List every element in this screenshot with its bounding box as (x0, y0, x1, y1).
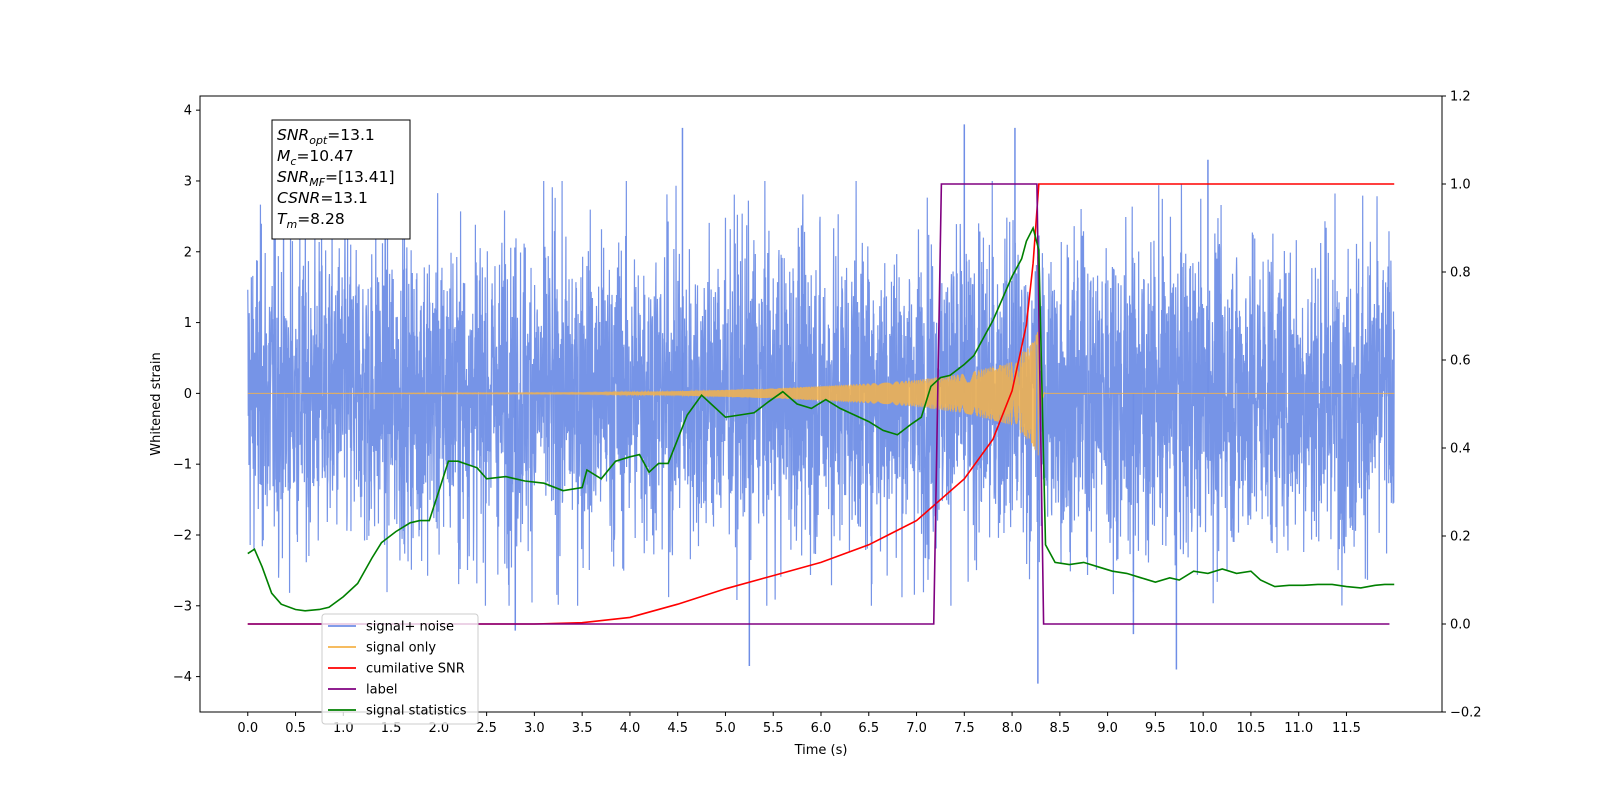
info-line: SNRMF=[13.41] (277, 168, 395, 189)
x-tick-label: 7.5 (954, 721, 975, 736)
y-tick-label: −4 (173, 670, 192, 685)
info-variable: T (277, 210, 288, 228)
x-tick-label: 10.5 (1236, 721, 1265, 736)
x-tick-label: 9.5 (1145, 721, 1166, 736)
y-tick-label: 1 (184, 316, 192, 331)
legend-entry: signal only (366, 641, 436, 656)
info-line: SNRopt=13.1 (277, 126, 375, 147)
info-value: =[13.41] (325, 168, 394, 186)
info-value: =8.28 (297, 210, 345, 228)
x-axis: 0.0 0.5 1.0 1.5 2.0 2.5 3.0 3.5 4.0 4.5 5.0 5.5 6.0 6… (237, 712, 1361, 736)
x-tick-label: 3.5 (572, 721, 593, 736)
legend-frame (321, 613, 479, 725)
legend-entry: cumilative SNR (366, 662, 465, 677)
y-axis-right: −0.2 0.0 0.2 0.4 0.6 0.8 1.0 1.2 (1442, 90, 1482, 721)
y2-tick-label: −0.2 (1450, 706, 1482, 721)
y-tick-label: 2 (184, 245, 192, 260)
info-value: =13.1 (320, 189, 368, 207)
info-subscript: MF (309, 176, 325, 189)
x-tick-label: 8.5 (1050, 721, 1071, 736)
info-subscript: opt (309, 134, 328, 147)
info-line: Mc=10.47 (277, 147, 354, 168)
info-subscript: c (290, 155, 296, 168)
legend-entry: signal+ noise (366, 620, 454, 635)
info-line: CSNR=13.1 (277, 189, 368, 207)
x-tick-label: 0.0 (237, 721, 258, 736)
series-signal-noise-line (247, 180, 1395, 606)
x-tick-label: 6.0 (811, 721, 832, 736)
x-tick-label: 6.5 (858, 721, 879, 736)
x-axis-label: Time (s) (794, 743, 848, 758)
y-tick-label: −2 (173, 528, 192, 543)
series-cumulative-snr-line (247, 183, 1395, 625)
y2-tick-label: 0.2 (1450, 530, 1471, 545)
info-value: =13.1 (327, 126, 375, 144)
info-box: SNRopt=13.1Mc=10.47SNRMF=[13.41]CSNR=13.… (271, 119, 411, 240)
legend-entry: label (366, 683, 397, 698)
x-tick-label: 5.5 (763, 721, 784, 736)
x-tick-label: 11.0 (1284, 721, 1313, 736)
y2-tick-label: 0.8 (1450, 266, 1471, 281)
x-tick-label: 1.0 (333, 721, 354, 736)
y2-tick-label: 0.6 (1450, 354, 1471, 369)
info-variable: CSNR (277, 189, 320, 207)
info-box-frame (271, 119, 411, 240)
series-signal-statistics-line (247, 225, 1395, 612)
y2-tick-label: 0.0 (1450, 618, 1471, 633)
legend: signal+ noise signal only cumilative SNR la… (321, 613, 479, 725)
x-tick-label: 8.0 (1002, 721, 1023, 736)
legend-entry: signal statistics (366, 704, 467, 719)
info-line: Tm=8.28 (277, 210, 345, 231)
series-signal-only-line (247, 329, 1395, 456)
y-axis-left: −4 −3 −2 −1 0 1 2 3 4 (173, 104, 200, 685)
y-axis-label: Whitened strain (149, 352, 164, 455)
info-variable: SNR (277, 126, 309, 144)
series-label-line (247, 183, 1390, 625)
y-tick-label: 4 (184, 104, 192, 119)
x-tick-label: 11.5 (1332, 721, 1361, 736)
x-tick-label: 10.0 (1189, 721, 1218, 736)
y-tick-label: 3 (184, 174, 192, 189)
x-tick-label: 2.5 (476, 721, 497, 736)
y2-tick-label: 0.4 (1450, 442, 1471, 457)
info-value: =10.47 (296, 147, 353, 165)
info-variable: M (277, 147, 290, 165)
x-tick-label: 7.0 (906, 721, 927, 736)
y-tick-label: −3 (173, 599, 192, 614)
x-tick-label: 0.5 (285, 721, 306, 736)
y2-tick-label: 1.2 (1450, 90, 1471, 105)
x-tick-label: 3.0 (524, 721, 545, 736)
plot-area (247, 124, 1395, 684)
info-variable: SNR (277, 168, 309, 186)
x-tick-label: 2.0 (429, 721, 450, 736)
x-tick-label: 4.5 (667, 721, 688, 736)
x-tick-label: 5.0 (715, 721, 736, 736)
y-tick-label: 0 (184, 387, 192, 402)
x-tick-label: 4.0 (620, 721, 641, 736)
info-subscript: m (286, 218, 297, 231)
y2-tick-label: 1.0 (1450, 178, 1471, 193)
x-tick-label: 9.0 (1097, 721, 1118, 736)
y-tick-label: −1 (173, 458, 192, 473)
x-tick-label: 1.5 (381, 721, 402, 736)
